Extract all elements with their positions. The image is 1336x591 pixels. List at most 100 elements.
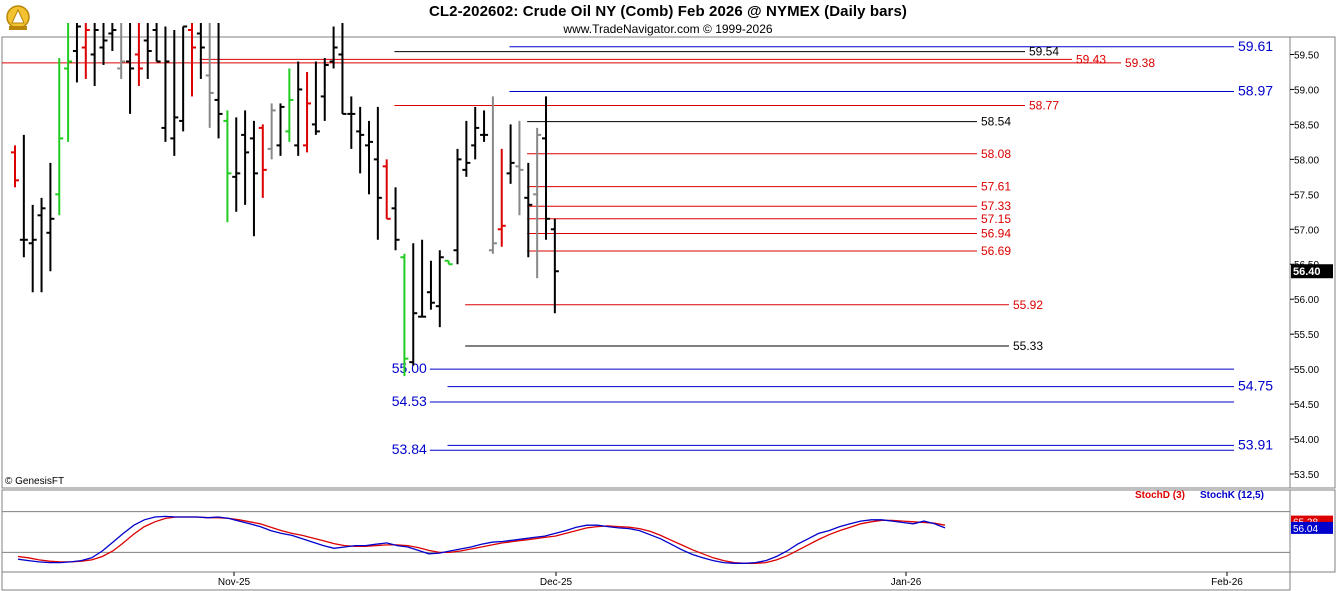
level-label-54.53: 54.53 bbox=[392, 393, 427, 409]
ohlc-bar bbox=[426, 260, 435, 310]
ohlc-bar bbox=[303, 71, 312, 153]
ohlc-bar bbox=[46, 162, 55, 272]
ohlc-bar bbox=[444, 259, 453, 266]
level-label-59.61: 59.61 bbox=[1238, 38, 1273, 54]
level-label-55.00: 55.00 bbox=[392, 360, 427, 376]
ohlc-bar bbox=[347, 96, 356, 149]
ohlc-bar bbox=[533, 127, 542, 279]
chart-header: CL2-202602: Crude Oil NY (Comb) Feb 2026… bbox=[0, 0, 1336, 36]
level-label-55.92: 55.92 bbox=[1013, 298, 1043, 312]
level-label-55.33: 55.33 bbox=[1013, 339, 1043, 353]
stochastic-panel: StochD (3)StochK (12,5)65.2856.04 bbox=[1, 489, 1336, 573]
ohlc-bar bbox=[99, 23, 108, 65]
ohlc-bar bbox=[409, 243, 418, 366]
chart-title: CL2-202602: Crude Oil NY (Comb) Feb 2026… bbox=[428, 3, 908, 20]
level-label-57.15: 57.15 bbox=[981, 212, 1011, 226]
ohlc-bar bbox=[320, 57, 329, 121]
ohlc-bar bbox=[232, 117, 241, 212]
ohlc-bar bbox=[134, 23, 143, 86]
y-tick-label: 59.00 bbox=[1294, 85, 1319, 96]
y-tick-label: 54.00 bbox=[1294, 435, 1319, 446]
ohlc-bar bbox=[294, 61, 303, 156]
y-tick-label: 58.00 bbox=[1294, 155, 1319, 166]
level-label-56.94: 56.94 bbox=[981, 226, 1011, 240]
ohlc-bar bbox=[90, 23, 99, 86]
ohlc-bar bbox=[480, 110, 489, 142]
price-panel-border bbox=[1, 36, 1291, 489]
ohlc-bar bbox=[152, 23, 161, 63]
ohlc-bar bbox=[223, 110, 232, 223]
ohlc-bar bbox=[249, 120, 258, 237]
ohlc-bar bbox=[170, 30, 179, 156]
ohlc-bar bbox=[196, 23, 205, 79]
ohlc-bar bbox=[179, 25, 188, 132]
date-axis-border bbox=[1, 571, 1291, 591]
level-label-59.54: 59.54 bbox=[1029, 45, 1059, 59]
y-tick-label: 58.50 bbox=[1294, 120, 1319, 131]
y-tick-label: 56.00 bbox=[1294, 295, 1319, 306]
level-label-54.75: 54.75 bbox=[1238, 378, 1273, 394]
ohlc-bar bbox=[108, 23, 117, 51]
y-tick-label: 55.50 bbox=[1294, 330, 1319, 341]
ohlc-bar bbox=[285, 68, 294, 142]
level-label-59.38: 59.38 bbox=[1125, 56, 1155, 70]
ohlc-bar bbox=[161, 26, 170, 142]
y-tick-label: 54.50 bbox=[1294, 400, 1319, 411]
stoch-d-line bbox=[17, 516, 946, 564]
price-bars bbox=[11, 23, 559, 377]
x-tick-label: Feb-26 bbox=[1211, 577, 1243, 588]
ohlc-bar bbox=[72, 23, 81, 83]
ohlc-bar bbox=[356, 106, 365, 174]
ohlc-bar bbox=[214, 23, 223, 139]
ohlc-bar bbox=[311, 61, 320, 135]
ohlc-bar bbox=[524, 162, 533, 258]
ohlc-bar bbox=[488, 96, 497, 254]
last-price-label: 56.40 bbox=[1293, 266, 1321, 278]
ohlc-bar bbox=[11, 145, 19, 188]
level-label-57.61: 57.61 bbox=[981, 180, 1011, 194]
last-price-box bbox=[1291, 264, 1333, 279]
level-label-58.08: 58.08 bbox=[981, 147, 1011, 161]
stoch-d-legend: StochD (3) bbox=[1135, 490, 1185, 501]
price-axis-border bbox=[1289, 36, 1336, 489]
ohlc-bar bbox=[205, 23, 214, 128]
ohlc-bar bbox=[37, 197, 46, 293]
x-tick-label: Nov-25 bbox=[218, 577, 251, 588]
level-label-56.69: 56.69 bbox=[981, 244, 1011, 258]
chart-frame bbox=[1, 36, 1336, 489]
ohlc-bar bbox=[550, 218, 559, 314]
y-tick-label: 53.50 bbox=[1294, 470, 1319, 481]
ohlc-bar bbox=[81, 23, 90, 79]
ohlc-bar bbox=[400, 253, 409, 377]
ohlc-bar bbox=[497, 148, 506, 247]
price-axis: 59.5059.0058.5058.0057.5057.0056.5056.00… bbox=[1290, 50, 1333, 481]
level-label-58.54: 58.54 bbox=[981, 115, 1011, 129]
y-tick-label: 59.50 bbox=[1294, 50, 1319, 61]
ohlc-bar bbox=[365, 120, 373, 195]
ohlc-bar bbox=[188, 23, 196, 97]
ohlc-bar bbox=[515, 120, 524, 216]
level-label-53.91: 53.91 bbox=[1238, 436, 1273, 452]
ohlc-bar bbox=[506, 124, 515, 184]
ohlc-bar bbox=[276, 103, 285, 156]
x-tick-label: Dec-25 bbox=[540, 577, 573, 588]
y-tick-label: 55.00 bbox=[1294, 365, 1319, 376]
ohlc-bar bbox=[329, 26, 338, 69]
ohlc-bar bbox=[373, 106, 382, 240]
ohlc-bar bbox=[453, 148, 462, 265]
date-axis: Nov-25 Dec-25 Jan-26 Feb-26 bbox=[1, 571, 1291, 591]
price-levels: 59.61 59.54 59.43 59.38 58.97 58.77 58.54 58.08… bbox=[2, 38, 1273, 457]
ohlc-bar bbox=[143, 23, 152, 79]
ohlc-bar bbox=[28, 204, 37, 293]
x-tick-label: Jan-26 bbox=[891, 577, 922, 588]
level-label-53.84: 53.84 bbox=[392, 441, 427, 457]
level-label-58.97: 58.97 bbox=[1238, 83, 1273, 99]
level-label-57.33: 57.33 bbox=[981, 199, 1011, 213]
y-tick-label: 57.50 bbox=[1294, 190, 1319, 201]
ohlc-bar bbox=[338, 23, 347, 115]
ohlc-bar bbox=[391, 187, 400, 251]
level-label-59.43: 59.43 bbox=[1076, 52, 1106, 66]
stochastic-border bbox=[1, 489, 1291, 573]
ohlc-bar bbox=[258, 124, 267, 198]
ohlc-bar bbox=[382, 159, 391, 220]
